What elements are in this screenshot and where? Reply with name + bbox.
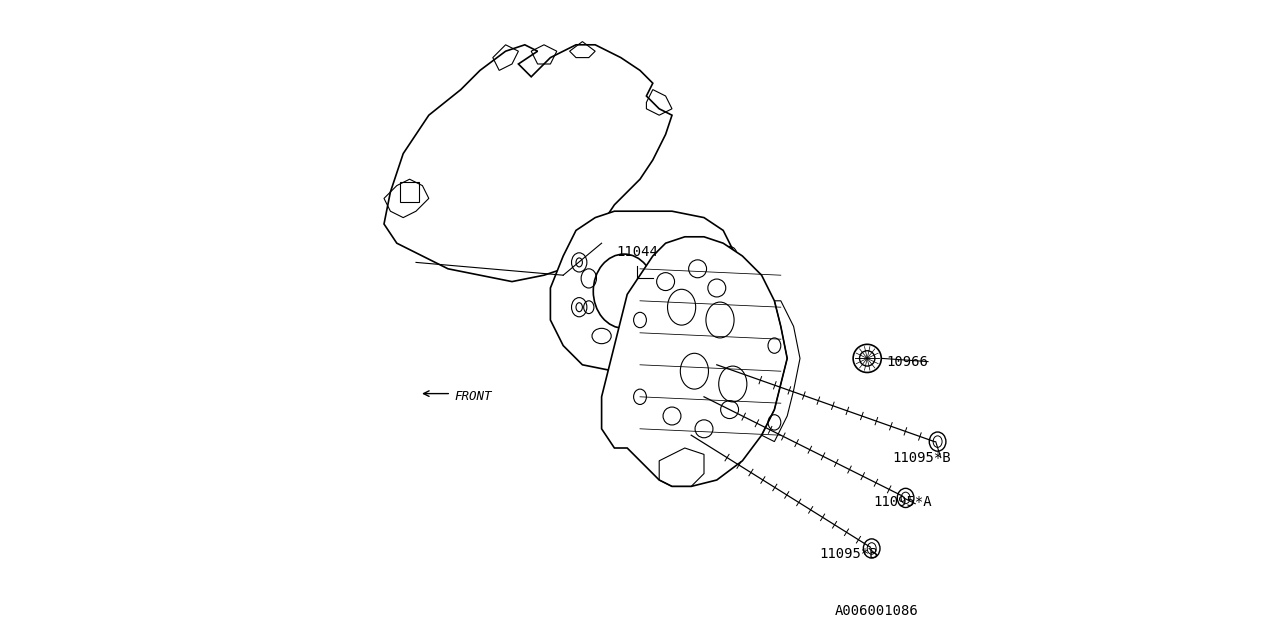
Text: 11095*B: 11095*B [893,451,951,465]
Polygon shape [384,45,672,282]
Polygon shape [550,211,742,371]
Text: 11044: 11044 [616,245,658,259]
Text: 11095*A: 11095*A [874,495,932,509]
Text: 10966: 10966 [886,355,928,369]
Polygon shape [602,237,787,486]
Text: FRONT: FRONT [454,390,492,403]
Text: 11095*B: 11095*B [819,547,878,561]
Text: A006001086: A006001086 [835,604,919,618]
